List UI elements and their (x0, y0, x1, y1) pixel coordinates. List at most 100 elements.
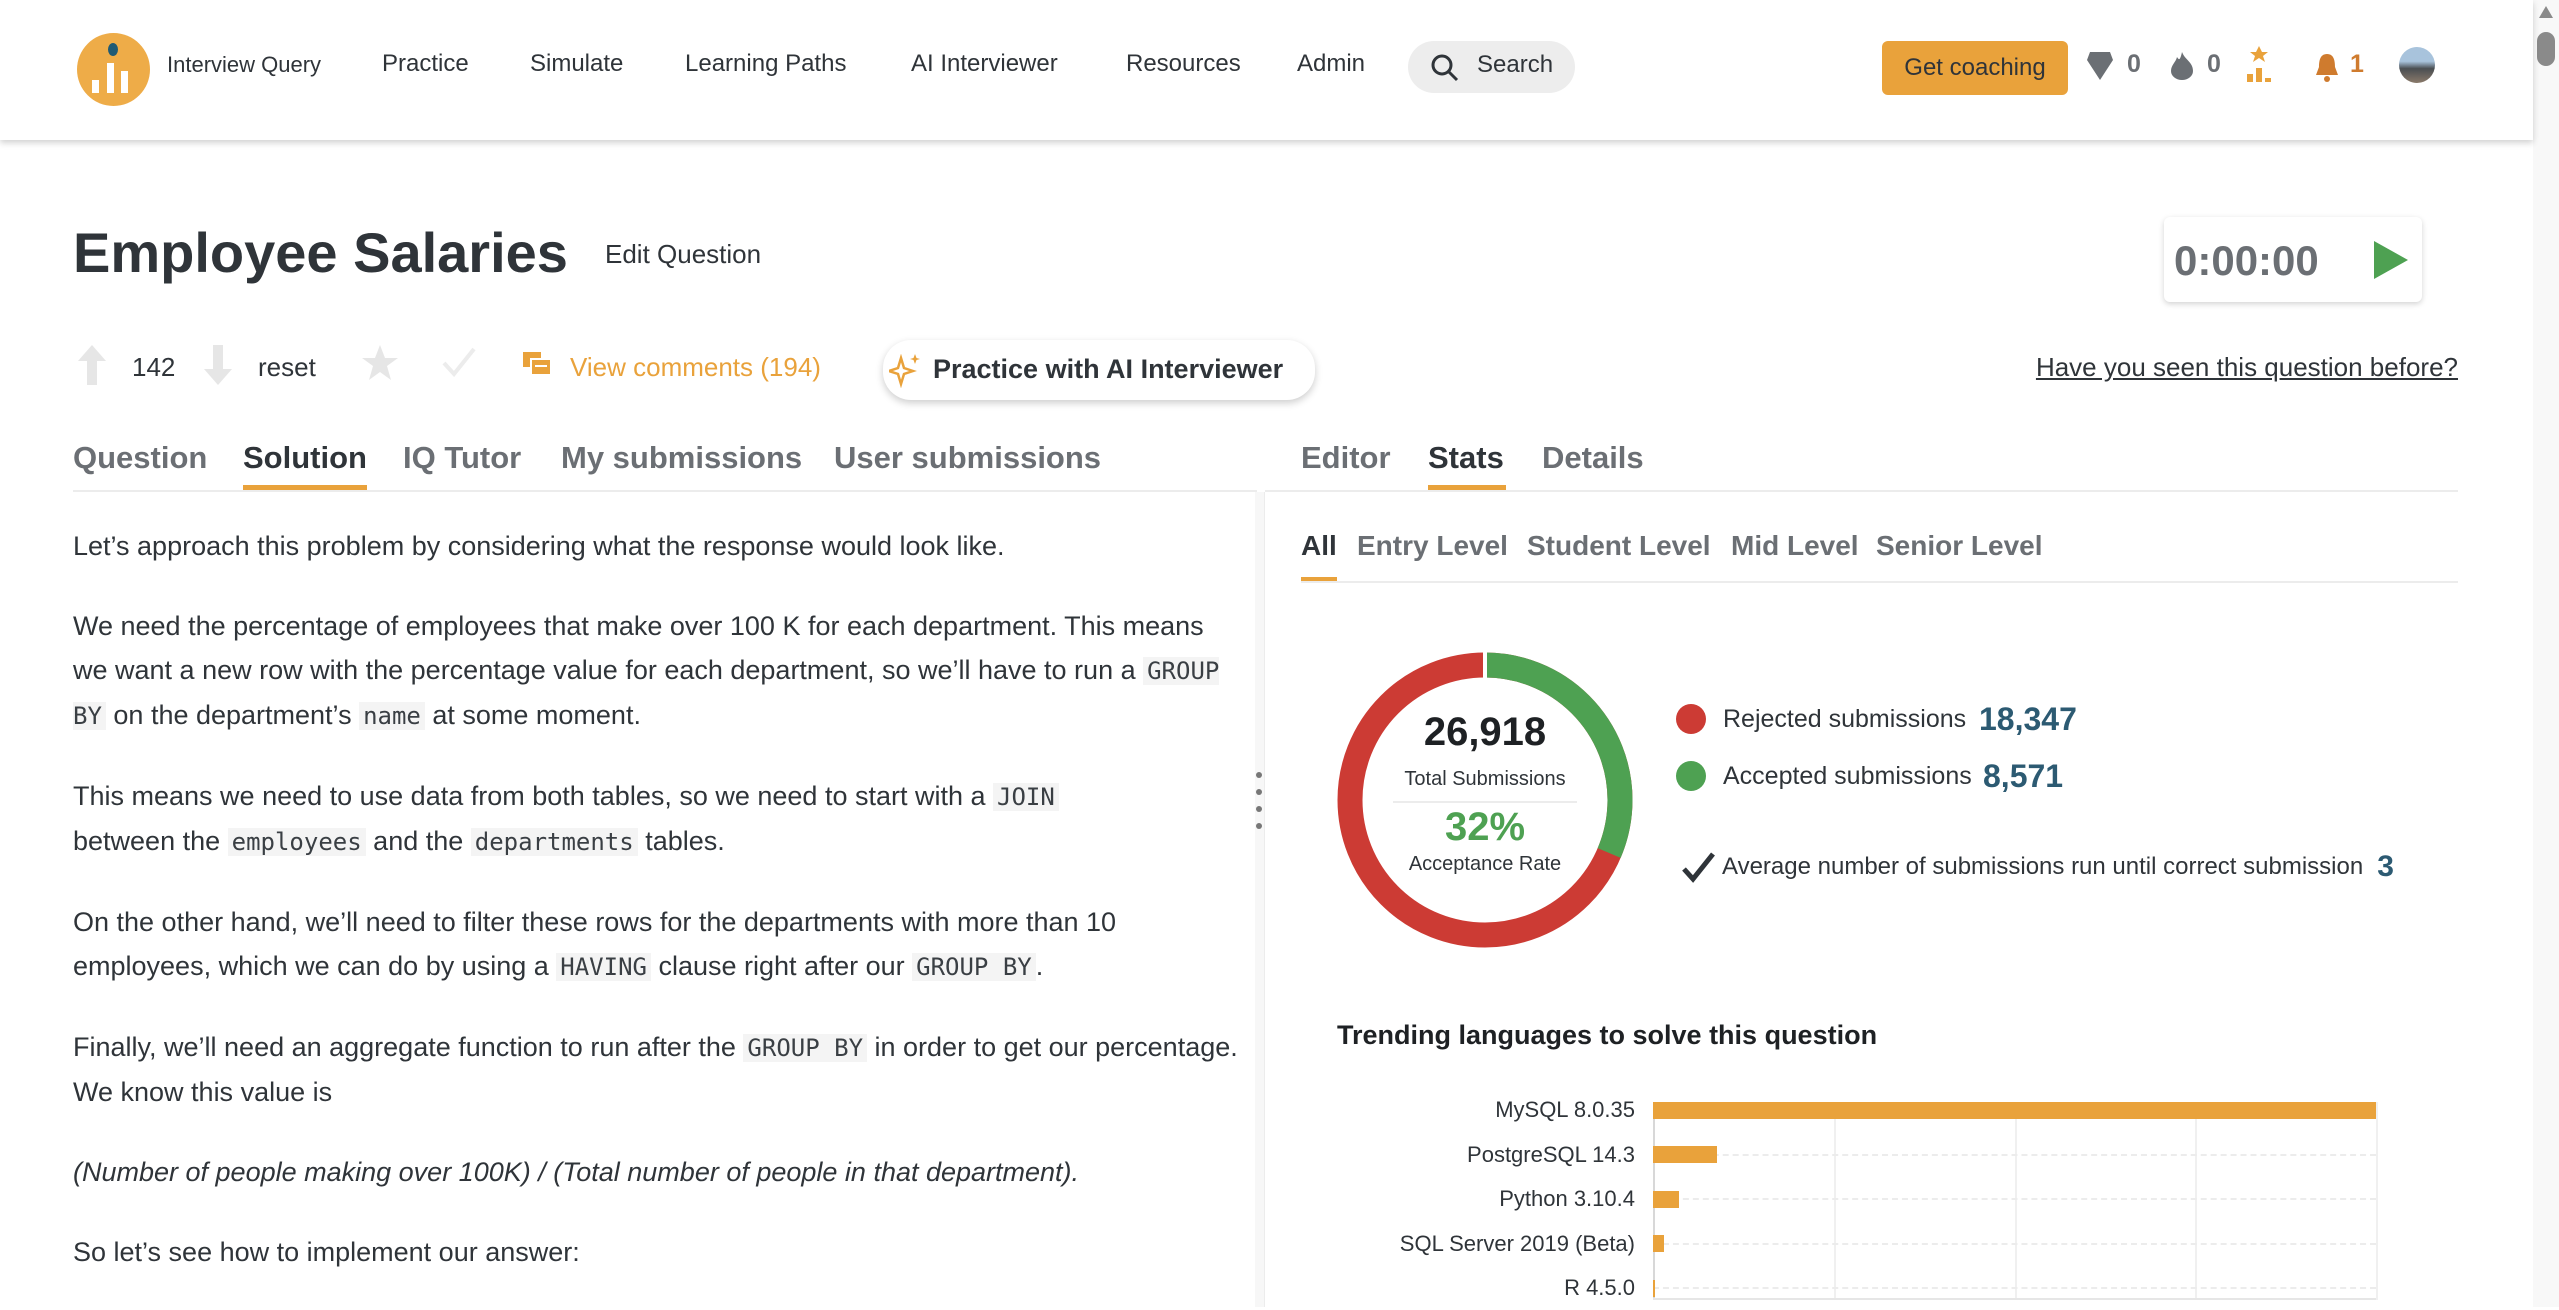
flame-icon (2171, 52, 2193, 80)
nav-simulate[interactable]: Simulate (530, 50, 624, 77)
bar (1653, 1235, 1664, 1253)
gems-count: 0 (2127, 50, 2141, 78)
accepted-label: Accepted submissions (1723, 762, 1972, 790)
timer: 0:00:00 (2164, 217, 2422, 302)
nav-learning-paths[interactable]: Learning Paths (685, 50, 847, 77)
tabs-divider (73, 490, 1257, 492)
active-tab-indicator (1428, 485, 1506, 490)
level-mid[interactable]: Mid Level (1731, 530, 1859, 561)
avg-submissions-value: 3 (2377, 850, 2394, 883)
solution-paragraph: Let’s approach this problem by consideri… (73, 531, 1005, 561)
downvote-icon[interactable] (204, 345, 232, 385)
total-submissions: 26,918 (1423, 710, 1547, 754)
view-comments-link[interactable]: View comments (194) (570, 352, 821, 382)
bar (1653, 1190, 1680, 1208)
reset-button[interactable]: reset (258, 352, 316, 382)
level-senior[interactable]: Senior Level (1876, 530, 2043, 561)
avg-submissions-row: Average number of submissions run until … (1682, 850, 2462, 884)
search-button[interactable]: Search (1408, 41, 1575, 93)
rejected-count: 18,347 (1979, 701, 2077, 737)
play-icon[interactable] (2374, 241, 2408, 279)
panel-resizer[interactable] (1255, 492, 1265, 1307)
solution-content: Let’s approach this problem by consideri… (73, 524, 1243, 1310)
comments-icon[interactable] (523, 352, 553, 382)
bar-label: PostgreSQL 14.3 (1467, 1141, 1635, 1167)
chart-title: Trending languages to solve this questio… (1337, 1020, 1878, 1050)
practice-ai-label: Practice with AI Interviewer (933, 354, 1284, 384)
total-submissions-label: Total Submissions (1404, 768, 1566, 790)
rejected-label: Rejected submissions (1723, 705, 1967, 733)
chart-gridline (2195, 1102, 2198, 1301)
tab-question[interactable]: Question (73, 440, 208, 475)
chart-gridline (1653, 1198, 2376, 1201)
streak-count: 0 (2207, 50, 2221, 78)
chart-axis (1653, 1298, 2376, 1301)
accepted-count: 8,571 (1983, 758, 2064, 794)
tab-details[interactable]: Details (1542, 440, 1644, 475)
active-level-indicator (1301, 577, 1337, 582)
chart-gridline (1653, 1242, 2376, 1245)
nav-ai-interviewer[interactable]: AI Interviewer (911, 50, 1058, 77)
chart-gridline (1653, 1153, 2376, 1156)
nav-practice[interactable]: Practice (382, 50, 469, 77)
notifications-count: 1 (2350, 50, 2364, 78)
page-scrollbar[interactable] (2533, 0, 2559, 1307)
bar (1653, 1146, 1717, 1164)
nav-admin[interactable]: Admin (1297, 50, 1366, 77)
bar-label: R 4.5.0 (1564, 1275, 1635, 1301)
levels-divider (1301, 581, 2458, 583)
top-nav: Interview Query Practice Simulate Learni… (0, 0, 2533, 140)
checkmark-icon (1682, 852, 1715, 883)
search-icon (1431, 54, 1459, 82)
star-icon[interactable] (362, 345, 398, 381)
active-tab-indicator (243, 485, 367, 490)
vote-count: 142 (132, 352, 176, 382)
edit-question-link[interactable]: Edit Question (605, 239, 762, 269)
bar (1653, 1279, 1656, 1297)
search-label: Search (1477, 51, 1554, 78)
timer-value: 0:00:00 (2174, 237, 2319, 284)
get-coaching-button[interactable]: Get coaching (1882, 41, 2068, 95)
solution-paragraph: On the other hand, we’ll need to filter … (73, 907, 1117, 981)
tab-my-submissions[interactable]: My submissions (561, 440, 803, 475)
sparkle-icon (889, 354, 920, 388)
bell-icon[interactable] (2314, 52, 2340, 82)
chart-gridline (2014, 1102, 2017, 1301)
bar-label: Python 3.10.4 (1499, 1186, 1635, 1212)
tab-user-submissions[interactable]: User submissions (834, 440, 1102, 475)
practice-ai-button[interactable]: Practice with AI Interviewer (883, 340, 1315, 400)
solution-paragraph: This means we need to use data from both… (73, 774, 1243, 864)
page-title: Employee Salaries (73, 221, 568, 284)
bar-label: SQL Server 2019 (Beta) (1399, 1230, 1635, 1256)
seen-question-link[interactable]: Have you seen this question before? (2035, 352, 2458, 382)
upvote-icon[interactable] (78, 345, 106, 385)
accepted-dot (1676, 761, 1706, 791)
chart-gridline (2376, 1102, 2378, 1301)
chart-gridline (1833, 1102, 1836, 1301)
brand-name[interactable]: Interview Query (167, 52, 322, 77)
tab-editor[interactable]: Editor (1301, 440, 1391, 475)
check-icon[interactable] (442, 347, 476, 377)
rejected-dot (1676, 704, 1706, 734)
formula: (Number of people making over 100K) / (T… (73, 1157, 1080, 1187)
level-all[interactable]: All (1301, 530, 1337, 561)
bar-label: MySQL 8.0.35 (1495, 1097, 1635, 1122)
submissions-donut (1337, 650, 1633, 948)
leaderboard-icon[interactable] (2247, 46, 2271, 82)
acceptance-rate: 32% (1444, 805, 1526, 849)
solution-paragraph: So let’s see how to implement our answer… (73, 1237, 580, 1267)
level-entry[interactable]: Entry Level (1357, 530, 1508, 561)
avatar[interactable] (2399, 47, 2435, 83)
solution-paragraph: We need the percentage of employees that… (73, 611, 1220, 730)
solution-paragraph: Finally, we’ll need an aggregate functio… (73, 1032, 1238, 1107)
bar (1653, 1101, 2376, 1119)
logo-icon[interactable] (77, 33, 150, 106)
tab-solution[interactable]: Solution (243, 440, 367, 475)
level-student[interactable]: Student Level (1527, 530, 1711, 561)
tab-iq-tutor[interactable]: IQ Tutor (403, 440, 522, 475)
avg-submissions-label: Average number of submissions run until … (1722, 853, 2364, 880)
tab-stats[interactable]: Stats (1428, 440, 1504, 475)
nav-resources[interactable]: Resources (1126, 50, 1241, 77)
acceptance-rate-label: Acceptance Rate (1408, 853, 1562, 875)
chart-gridline (1653, 1287, 2376, 1290)
